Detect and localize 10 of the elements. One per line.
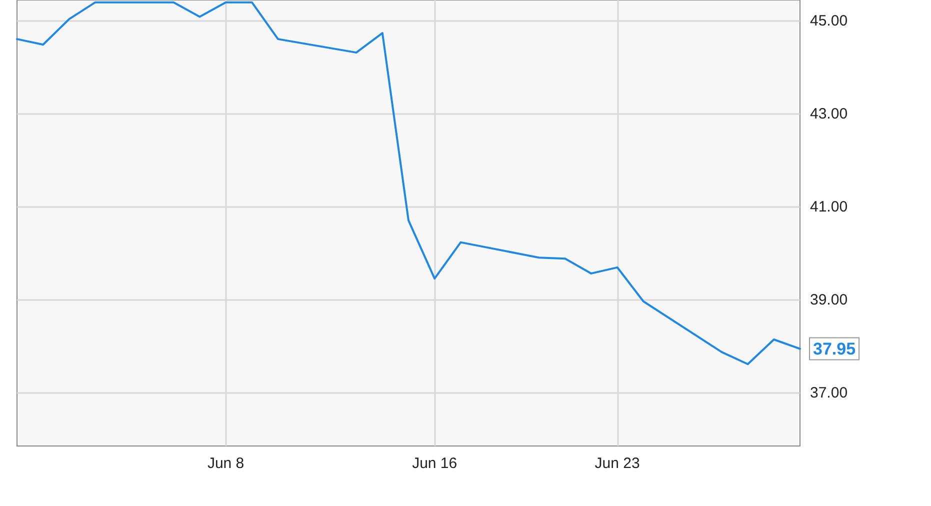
line-series <box>16 1 801 366</box>
x-tick-label: Jun 23 <box>594 455 640 472</box>
y-tick-label: 39.00 <box>810 291 848 308</box>
data-label: 37.95 <box>813 339 856 358</box>
y-tick-label: 43.00 <box>810 105 848 122</box>
x-tick-label: Jun 16 <box>412 455 458 472</box>
y-tick-label: 37.00 <box>810 384 848 402</box>
y-tick-label: 41.00 <box>810 198 848 216</box>
x-tick-label: Jun 8 <box>207 455 244 472</box>
y-tick-label: 45.00 <box>810 12 848 30</box>
